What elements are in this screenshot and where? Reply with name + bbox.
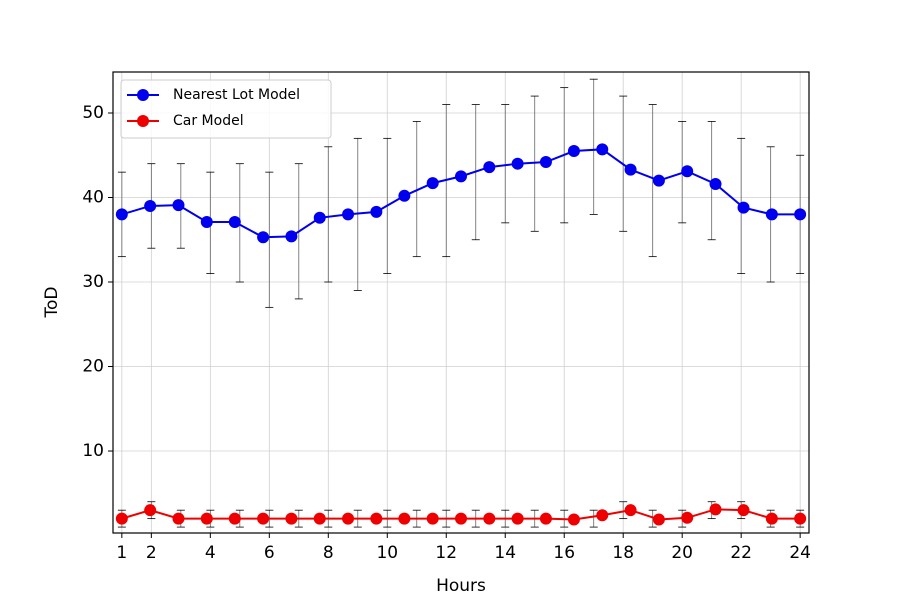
data-point xyxy=(115,208,128,221)
data-point xyxy=(483,161,496,174)
error-bar xyxy=(265,171,274,308)
error-bar xyxy=(589,509,598,528)
data-point xyxy=(342,208,355,221)
data-point xyxy=(115,512,128,525)
error-bar xyxy=(648,509,657,528)
data-point xyxy=(624,504,637,517)
data-point xyxy=(257,512,270,525)
x-tick-label: 6 xyxy=(264,543,275,563)
x-tick-label: 1 xyxy=(116,543,127,563)
data-point xyxy=(652,513,665,526)
x-tick-label: 24 xyxy=(789,543,811,563)
data-point xyxy=(313,211,326,224)
data-point xyxy=(765,208,778,221)
data-point xyxy=(709,177,722,190)
x-tick-label: 20 xyxy=(671,543,693,563)
data-point xyxy=(681,511,694,524)
data-point xyxy=(228,512,241,525)
data-point xyxy=(398,512,411,525)
legend-marker xyxy=(137,89,149,101)
x-axis-label: Hours xyxy=(436,576,486,596)
data-point xyxy=(172,512,185,525)
legend-box xyxy=(120,79,332,139)
data-point xyxy=(596,143,609,156)
data-point xyxy=(172,199,185,212)
data-point xyxy=(370,205,383,218)
x-tick-label: 10 xyxy=(376,543,398,563)
data-point xyxy=(794,512,807,525)
data-point xyxy=(567,145,580,158)
x-tick-label: 14 xyxy=(494,543,516,563)
data-point xyxy=(342,512,355,525)
y-tick-label: 50 xyxy=(82,103,104,123)
error-bar xyxy=(619,501,628,520)
data-point xyxy=(511,512,524,525)
data-point xyxy=(567,513,580,526)
y-axis-label: ToD xyxy=(42,287,62,319)
data-point xyxy=(398,189,411,202)
y-tick-label: 40 xyxy=(82,187,104,207)
data-point xyxy=(200,216,213,229)
data-point xyxy=(765,512,778,525)
data-point xyxy=(596,509,609,522)
data-point xyxy=(794,208,807,221)
data-point xyxy=(709,503,722,516)
y-tick-label: 30 xyxy=(82,272,104,292)
plot-frame xyxy=(112,71,810,534)
legend-label: Nearest Lot Model xyxy=(173,87,300,103)
data-point xyxy=(200,512,213,525)
y-tick-label: 10 xyxy=(82,441,104,461)
data-point xyxy=(313,512,326,525)
error-bar xyxy=(648,104,657,258)
x-tick-label: 18 xyxy=(612,543,634,563)
data-point xyxy=(539,512,552,525)
data-point xyxy=(228,216,241,229)
data-point xyxy=(144,199,157,212)
data-point xyxy=(426,512,439,525)
data-point xyxy=(737,201,750,214)
data-point xyxy=(624,163,637,176)
series-line xyxy=(121,148,801,239)
error-bar xyxy=(324,146,333,283)
data-point xyxy=(539,156,552,169)
y-tick-label: 20 xyxy=(82,357,104,377)
data-point xyxy=(681,165,694,178)
data-point xyxy=(285,512,298,525)
data-point xyxy=(737,504,750,517)
error-bar xyxy=(501,104,510,224)
x-tick-label: 12 xyxy=(435,543,457,563)
error-bar xyxy=(589,78,598,215)
error-bar xyxy=(412,121,421,258)
x-tick-label: 16 xyxy=(553,543,575,563)
data-point xyxy=(455,512,467,525)
data-point xyxy=(144,504,157,517)
x-tick-label: 22 xyxy=(730,543,752,563)
error-bar xyxy=(530,95,539,232)
x-tick-label: 8 xyxy=(323,543,334,563)
x-tick-label: 2 xyxy=(146,543,157,563)
data-point xyxy=(483,512,496,525)
data-point xyxy=(652,174,665,187)
data-point xyxy=(511,157,524,170)
legend-marker xyxy=(137,115,149,127)
data-point xyxy=(257,231,270,244)
data-point xyxy=(285,230,298,243)
data-point xyxy=(455,170,467,183)
data-point xyxy=(370,512,383,525)
legend-label: Car Model xyxy=(173,113,244,129)
x-tick-label: 4 xyxy=(205,543,216,563)
data-point xyxy=(426,177,439,190)
